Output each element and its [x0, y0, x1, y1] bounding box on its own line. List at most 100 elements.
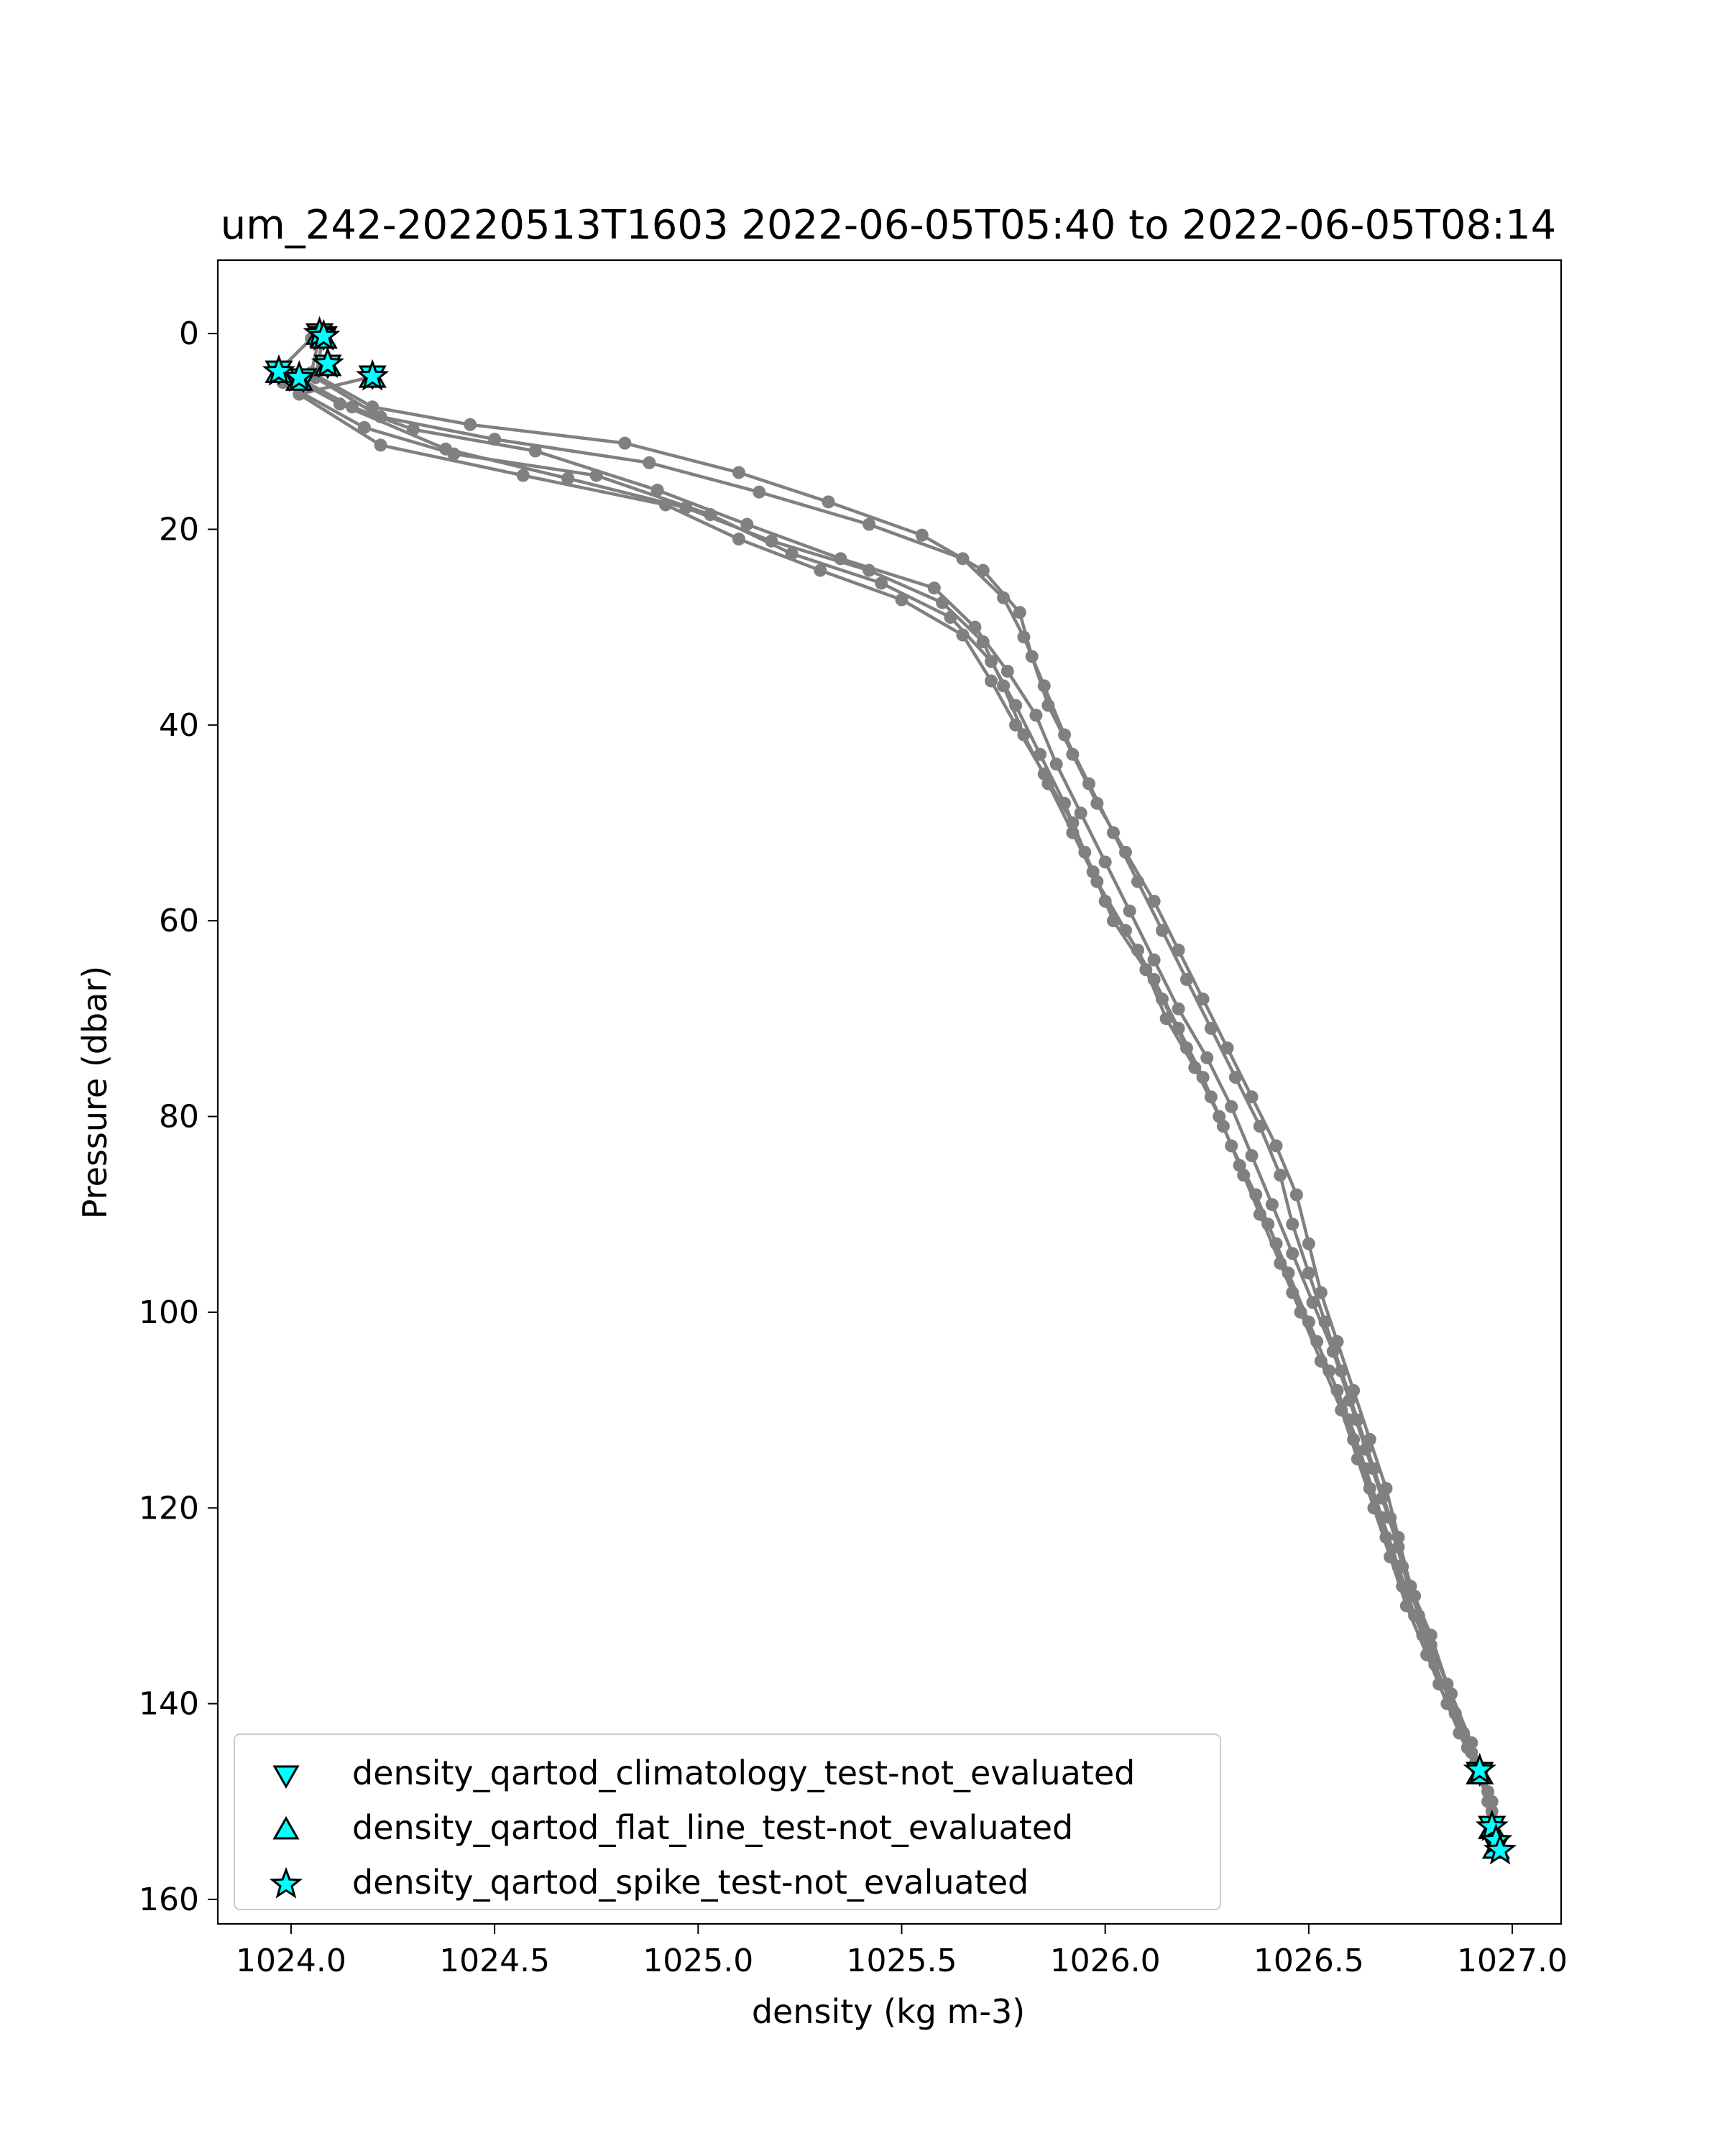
profile-point — [1392, 1540, 1405, 1554]
profile-point — [1408, 1589, 1422, 1603]
profile-point — [875, 576, 888, 590]
triangle-up-marker-icon — [272, 1815, 300, 1840]
profile-line — [302, 379, 1502, 1849]
profile-point — [1188, 1061, 1202, 1074]
profile-point — [1225, 1100, 1238, 1113]
spike-flag-marker — [310, 346, 344, 378]
profile-point — [956, 552, 970, 566]
profile-point — [1204, 1021, 1218, 1035]
profile-point — [1253, 1207, 1266, 1221]
legend: density_qartod_climatology_test-not_eval… — [234, 1733, 1221, 1910]
x-tick-label: 1027.0 — [1457, 1943, 1568, 1979]
y-axis: 0 20 40 60 80 100 120 140 160 — [139, 315, 218, 1918]
chart-title: um_242-20220513T1603 2022-06-05T05:40 to… — [221, 202, 1557, 249]
profile-point — [1306, 1296, 1320, 1309]
profile-point — [985, 674, 998, 688]
profile-point — [915, 528, 929, 542]
spike-flag-marker — [282, 360, 316, 392]
profile-point — [1147, 953, 1161, 967]
y-tick-label: 80 — [159, 1099, 199, 1135]
plot-area — [216, 259, 1563, 1925]
profile-point — [1013, 606, 1026, 619]
profile-point — [927, 581, 941, 595]
profile-point — [1274, 1256, 1287, 1270]
profile-point — [1359, 1442, 1373, 1456]
profile-point — [1420, 1648, 1434, 1662]
profile-point — [1029, 709, 1043, 722]
profile-point — [357, 420, 371, 434]
profile-point — [753, 485, 766, 499]
legend-item: density_qartod_spike_test-not_evaluated — [269, 1863, 1029, 1902]
y-tick-label: 40 — [159, 707, 199, 744]
profile-line — [298, 374, 1498, 1836]
profile-point — [1445, 1687, 1458, 1700]
plot-background — [218, 260, 1561, 1924]
spike-flag-marker — [262, 354, 296, 386]
profile-point — [1000, 664, 1014, 678]
profile-point — [1326, 1345, 1340, 1358]
profile-point — [1074, 806, 1087, 820]
star-marker-icon — [269, 1866, 303, 1899]
profile-point — [732, 533, 745, 546]
profile-series — [272, 331, 1503, 1848]
x-axis-label: density (kg m-3) — [752, 1992, 1025, 2031]
profile-point — [1017, 630, 1031, 644]
legend-frame — [234, 1733, 1221, 1910]
profile-point — [1253, 1120, 1266, 1133]
profile-point — [1233, 1158, 1246, 1172]
y-tick-label: 0 — [179, 315, 199, 352]
profile-point — [1179, 972, 1193, 986]
profile-point — [895, 593, 908, 607]
profile-point — [968, 620, 982, 634]
profile-point — [732, 466, 745, 479]
profile-point — [1375, 1491, 1389, 1505]
profile-point — [1037, 679, 1051, 693]
y-tick-label: 60 — [159, 903, 199, 939]
profile-point — [1265, 1198, 1279, 1212]
legend-item: density_qartod_flat_line_test-not_evalua… — [272, 1808, 1073, 1847]
y-tick-label: 100 — [139, 1294, 199, 1331]
profile-point — [997, 591, 1011, 604]
x-tick-label: 1025.0 — [643, 1943, 753, 1979]
profile-point — [1159, 1012, 1173, 1026]
profile-point — [1351, 1452, 1364, 1466]
profile-point — [561, 471, 575, 485]
spike-flag-marker — [1483, 1833, 1517, 1865]
qc-flag-markers — [262, 315, 1517, 1865]
profile-point — [1289, 1188, 1303, 1202]
x-tick-label: 1026.5 — [1254, 1943, 1364, 1979]
x-tick-label: 1024.0 — [236, 1943, 346, 1979]
y-tick-label: 120 — [139, 1490, 199, 1526]
profile-point — [956, 628, 970, 642]
profile-point — [345, 400, 359, 414]
profile-point — [822, 495, 835, 509]
profile-point — [516, 469, 530, 482]
profile-point — [650, 484, 664, 497]
profile-point — [1245, 1149, 1259, 1163]
profile-point — [1172, 1002, 1185, 1015]
profile-point — [1131, 875, 1144, 888]
profile-point — [679, 501, 693, 515]
profile-point — [1302, 1237, 1315, 1250]
y-axis-label: Pressure (dbar) — [75, 966, 114, 1219]
x-tick-label: 1026.0 — [1050, 1943, 1161, 1979]
x-tick-label: 1024.5 — [439, 1943, 550, 1979]
profile-point — [1294, 1305, 1307, 1319]
x-tick-label: 1025.5 — [847, 1943, 957, 1979]
profile-point — [1037, 767, 1051, 780]
spike-flag-marker — [307, 318, 341, 351]
profile-point — [1098, 855, 1112, 869]
profile-point — [1155, 923, 1169, 937]
profile-point — [765, 534, 778, 548]
x-axis: 1024.0 1024.5 1025.0 1025.5 1026.0 1026.5 1027… — [236, 1924, 1568, 1979]
legend-label: density_qartod_spike_test-not_evaluated — [352, 1863, 1029, 1902]
profile-point — [1009, 718, 1023, 732]
profile-point — [814, 563, 827, 577]
profile-series — [293, 370, 1503, 1843]
profile-point — [1343, 1393, 1356, 1407]
y-tick-label: 140 — [139, 1686, 199, 1723]
profile-point — [997, 679, 1011, 693]
profile-point — [1399, 1599, 1413, 1613]
profile-point — [1086, 865, 1100, 879]
